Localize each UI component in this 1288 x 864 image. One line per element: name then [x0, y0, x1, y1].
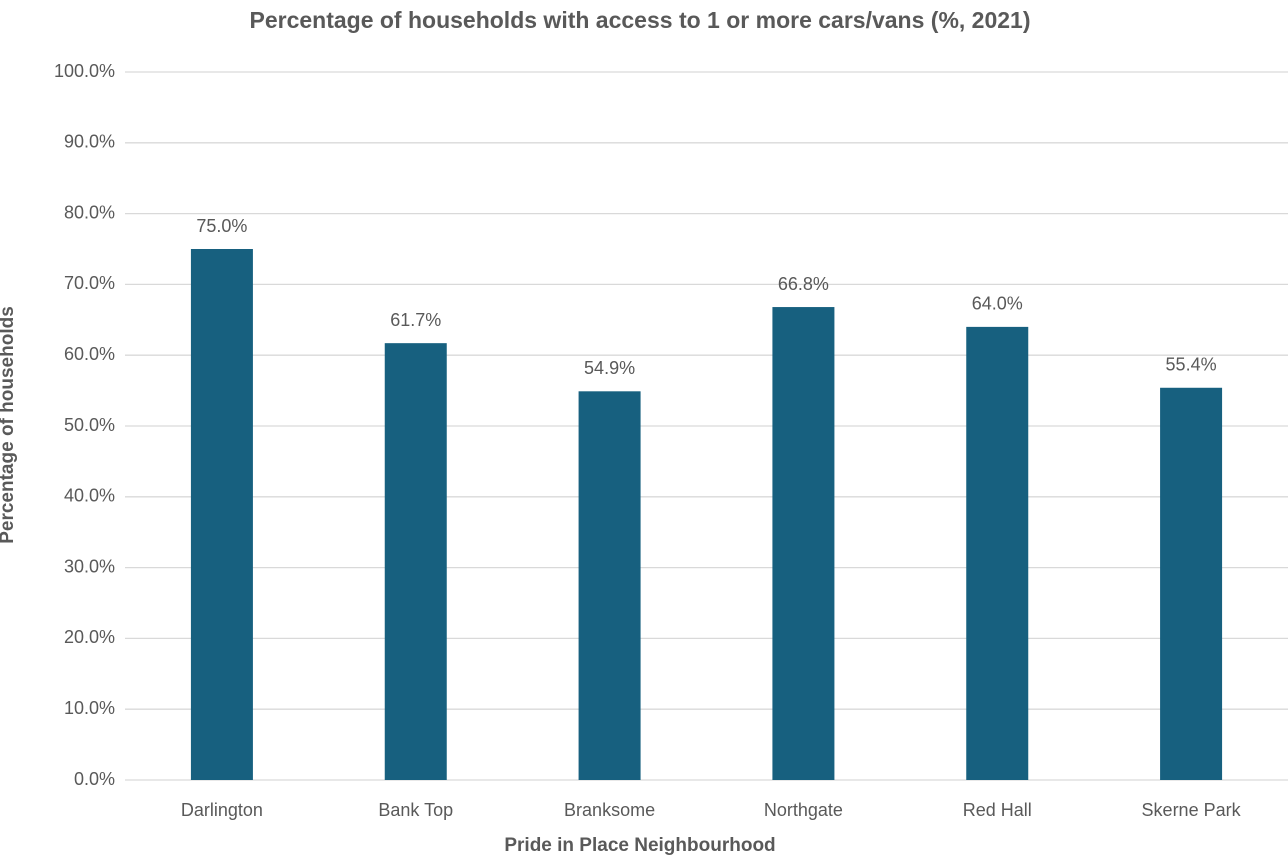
- bar: [578, 391, 641, 780]
- bar: [1160, 387, 1223, 780]
- bar: [966, 326, 1029, 780]
- x-tick-label: Bank Top: [378, 800, 453, 820]
- y-tick-label: 40.0%: [64, 486, 115, 506]
- y-tick-label: 100.0%: [54, 61, 115, 81]
- value-label: 64.0%: [972, 294, 1023, 314]
- y-axis-title: Percentage of households: [0, 306, 18, 544]
- value-label: 75.0%: [196, 216, 247, 236]
- bar: [384, 343, 447, 780]
- x-tick-label: Red Hall: [963, 800, 1032, 820]
- y-tick-label: 10.0%: [64, 698, 115, 718]
- y-tick-label: 70.0%: [64, 273, 115, 293]
- x-tick-label: Darlington: [181, 800, 263, 820]
- y-tick-label: 50.0%: [64, 415, 115, 435]
- y-tick-label: 20.0%: [64, 627, 115, 647]
- value-label: 54.9%: [584, 358, 635, 378]
- value-label: 55.4%: [1166, 355, 1217, 375]
- bar: [772, 307, 835, 780]
- x-axis-title: Pride in Place Neighbourhood: [504, 835, 775, 856]
- y-tick-label: 80.0%: [64, 202, 115, 222]
- y-tick-label: 60.0%: [64, 344, 115, 364]
- y-tick-label: 0.0%: [74, 769, 115, 789]
- y-tick-label: 90.0%: [64, 132, 115, 152]
- value-label: 61.7%: [390, 310, 441, 330]
- value-label: 66.8%: [778, 274, 829, 294]
- x-tick-label: Skerne Park: [1142, 800, 1242, 820]
- x-tick-label: Branksome: [564, 800, 655, 820]
- chart-title: Percentage of households with access to …: [249, 7, 1030, 33]
- bar: [190, 249, 253, 780]
- x-tick-label: Northgate: [764, 800, 843, 820]
- y-tick-label: 30.0%: [64, 556, 115, 576]
